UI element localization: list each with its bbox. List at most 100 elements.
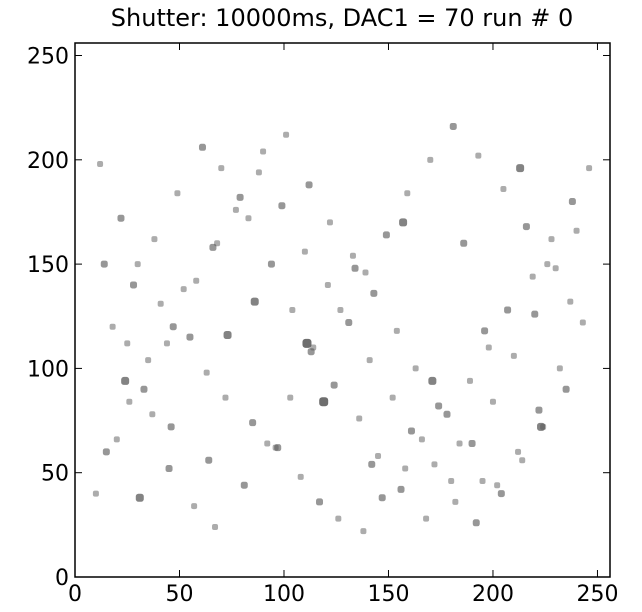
pixel-spot xyxy=(167,423,175,431)
pixel-spot xyxy=(378,494,386,502)
pixel-spot xyxy=(456,440,463,447)
pixel-spot xyxy=(345,319,353,327)
y-tick-label: 0 xyxy=(55,566,69,591)
pixel-spot xyxy=(529,273,536,280)
pixel-spot xyxy=(326,219,333,226)
pixel-spot xyxy=(249,419,257,427)
pixel-spot xyxy=(169,323,177,331)
pixel-spot xyxy=(335,515,342,522)
pixel-spot xyxy=(475,152,482,159)
pixel-spot xyxy=(516,164,525,173)
pixel-spot xyxy=(92,490,99,497)
pixel-spot xyxy=(544,261,551,268)
pixel-spot xyxy=(301,248,308,255)
pixel-spot xyxy=(562,385,570,393)
pixel-spot xyxy=(556,365,563,372)
pixel-spot xyxy=(360,528,367,535)
pixel-spot xyxy=(397,485,405,493)
pixel-spot xyxy=(427,156,434,163)
pixel-spot xyxy=(191,503,198,510)
pixel-spot xyxy=(489,398,496,405)
pixel-spot xyxy=(481,327,489,335)
pixel-spot xyxy=(151,236,158,243)
x-tick-label: 100 xyxy=(263,582,305,607)
pixel-spot xyxy=(472,519,480,527)
pixel-spot xyxy=(289,307,296,313)
pixel-spot xyxy=(223,331,232,340)
pixel-spot xyxy=(366,357,373,364)
pixel-spot xyxy=(479,478,486,485)
pixel-spot xyxy=(198,143,206,151)
pixel-spot xyxy=(337,307,344,313)
pixel-spot xyxy=(510,352,517,359)
pixel-spot xyxy=(130,281,138,289)
pixel-spot xyxy=(399,218,408,227)
pixel-spot xyxy=(573,227,580,234)
pixel-spot xyxy=(149,411,156,418)
pixel-spot xyxy=(100,260,108,268)
pixel-spot xyxy=(117,214,125,222)
pixel-spot xyxy=(240,481,248,489)
y-tick-label: 250 xyxy=(27,45,69,70)
pixel-spot xyxy=(287,394,294,401)
x-tick-label: 200 xyxy=(472,582,514,607)
pixel-spot xyxy=(522,223,530,231)
x-tick-label: 50 xyxy=(165,582,193,607)
pixel-spot xyxy=(140,385,148,393)
x-tick-label: 150 xyxy=(367,582,409,607)
y-tick-label: 200 xyxy=(27,149,69,174)
pixel-spot xyxy=(519,457,526,464)
pixel-spot xyxy=(180,286,187,293)
pixel-spot xyxy=(389,394,396,401)
pixel-spot xyxy=(250,297,259,306)
pixel-spot xyxy=(209,243,217,251)
pixel-spot xyxy=(97,160,104,167)
pixel-spot xyxy=(497,490,505,498)
pixel-spot xyxy=(236,193,244,201)
pixel-spot xyxy=(515,448,522,455)
pixel-spot xyxy=(407,427,415,435)
pixel-spot xyxy=(163,340,170,347)
chart-title: Shutter: 10000ms, DAC1 = 70 run # 0 xyxy=(111,4,573,32)
pixel-spot xyxy=(449,122,457,130)
pixel-spot xyxy=(402,465,409,472)
pixel-spot xyxy=(494,482,501,489)
pixel-spot xyxy=(504,306,512,314)
pixel-spot xyxy=(174,190,181,197)
pixel-spot xyxy=(222,394,229,401)
pixel-spot xyxy=(218,165,225,172)
pixel-spot xyxy=(324,281,331,288)
pixel-spot xyxy=(349,252,356,259)
pixel-spot xyxy=(264,440,271,447)
pixel-spot xyxy=(302,338,312,348)
y-tick-label: 50 xyxy=(41,462,69,487)
pixel-spot xyxy=(203,369,210,376)
pixel-spot xyxy=(531,310,539,318)
pixel-spot xyxy=(102,448,110,456)
pixel-spot xyxy=(121,376,130,385)
pixel-spot xyxy=(260,148,267,155)
pixel-spot xyxy=(552,265,559,272)
pixel-spot xyxy=(165,465,173,473)
pixel-spot xyxy=(307,348,315,356)
pixel-spot xyxy=(535,406,543,414)
y-tick-label: 150 xyxy=(27,253,69,278)
pixel-spot xyxy=(568,198,576,206)
pixel-spot xyxy=(368,460,376,468)
pixel-spot xyxy=(393,327,400,334)
pixel-spot xyxy=(452,498,459,505)
pixel-spot xyxy=(435,402,443,410)
pixel-spot xyxy=(124,340,131,347)
pixel-spot xyxy=(126,398,133,405)
plot-area xyxy=(92,122,593,535)
pixel-spot xyxy=(157,300,164,307)
pixel-spot xyxy=(418,436,425,443)
pixel-spot xyxy=(567,298,574,305)
pixel-spot xyxy=(330,381,338,389)
pixel-spot xyxy=(370,289,378,297)
pixel-spot xyxy=(466,377,473,384)
y-tick-label: 100 xyxy=(27,357,69,382)
pixel-spot xyxy=(267,260,275,268)
pixel-spot xyxy=(404,190,411,197)
